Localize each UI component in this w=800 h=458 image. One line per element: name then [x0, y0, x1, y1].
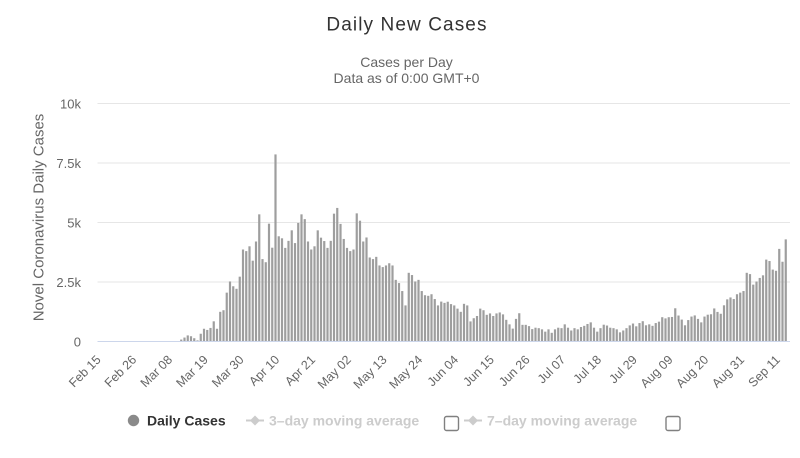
svg-text:Novel Coronavirus Daily Cases: Novel Coronavirus Daily Cases: [31, 114, 48, 322]
svg-text:7–day moving average: 7–day moving average: [487, 413, 637, 429]
svg-text:2.5k: 2.5k: [56, 275, 81, 290]
svg-text:5k: 5k: [67, 216, 81, 231]
svg-text:Daily New Cases: Daily New Cases: [326, 15, 487, 36]
svg-text:0: 0: [74, 335, 81, 350]
svg-text:3–day moving average: 3–day moving average: [269, 413, 419, 429]
svg-text:Cases per Day: Cases per Day: [360, 54, 453, 70]
svg-text:Data as of 0:00 GMT+0: Data as of 0:00 GMT+0: [334, 70, 480, 86]
svg-text:10k: 10k: [60, 97, 81, 112]
svg-text:Daily Cases: Daily Cases: [147, 413, 226, 429]
svg-text:7.5k: 7.5k: [56, 156, 81, 171]
